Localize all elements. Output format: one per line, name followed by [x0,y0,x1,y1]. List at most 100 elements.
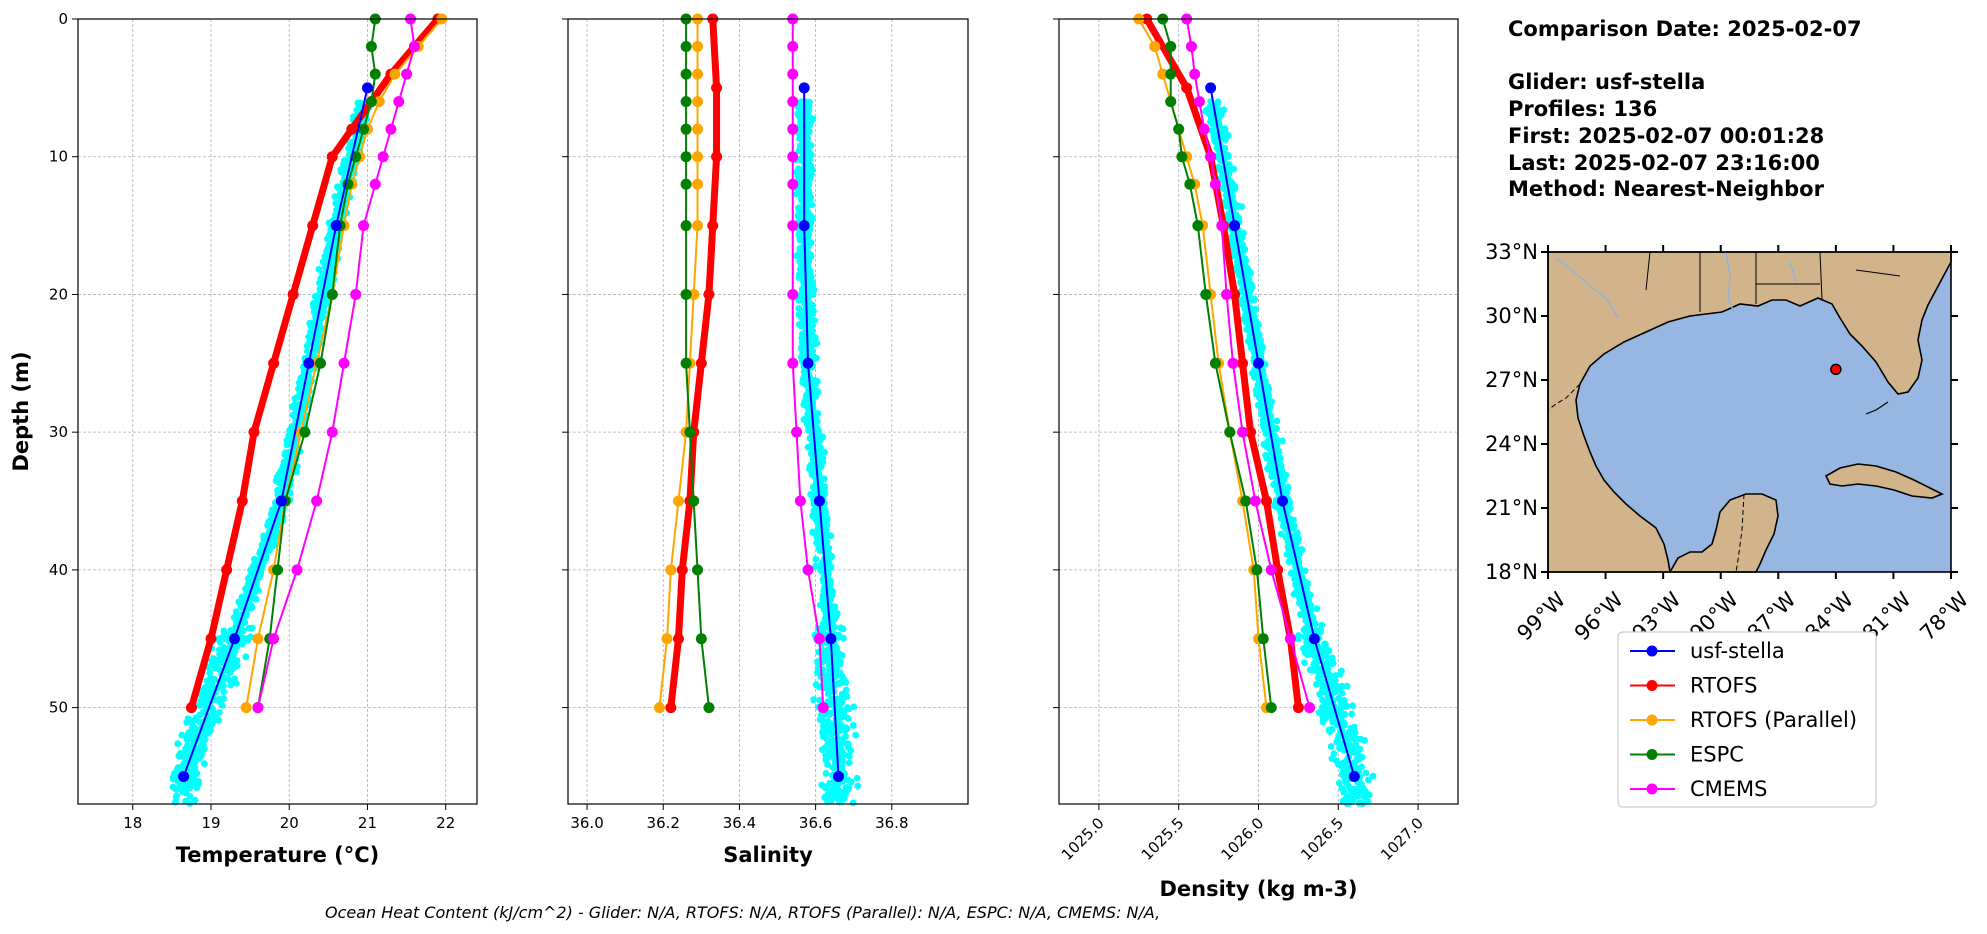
series-point [787,96,799,108]
glider-scatter-point [1350,785,1358,793]
series-point [1229,220,1241,232]
grid-lines [568,18,968,804]
series-point [1265,702,1277,714]
glider-scatter-point [1228,233,1236,240]
glider-scatter-point [822,756,830,764]
series-point [707,220,719,232]
glider-scatter-point [1364,776,1372,784]
series-point [1257,633,1269,645]
series-point [1184,178,1196,190]
series-line [188,16,441,709]
series-point [307,220,319,232]
series-point [1251,564,1263,576]
series-point [692,151,704,163]
series-point [1237,426,1249,438]
glider-scatter-point [814,669,821,677]
plot-frame [567,18,969,805]
glider-scatter-point [295,379,303,387]
glider-scatter-point [796,205,804,213]
glider-scatter-point [805,239,813,247]
glider-scatter-point [1369,772,1377,780]
glider-scatter-point [1257,341,1265,349]
glider-scatter-point [1304,651,1312,658]
glider-scatter-point [805,143,813,151]
info-line-last: Last: 2025-02-07 23:16:00 [1508,151,1820,175]
series-point [1227,357,1239,369]
glider-scatter-point [1343,682,1351,690]
series-point [692,96,704,108]
x-tick-label: 36.6 [799,814,832,832]
glider-scatter-point [199,692,207,700]
series-point [787,288,799,300]
series-point [252,702,264,714]
y-tick-label: 50 [49,699,68,717]
glider-scatter-point [1338,784,1346,792]
glider-scatter-point [1326,671,1334,679]
glider-scatter-point [1239,300,1246,308]
glider-scatter-point [812,562,819,570]
x-tick-label: 18 [123,814,142,832]
glider-location-marker [1830,363,1842,376]
glider-scatter-point [1290,525,1297,533]
series-point [248,426,260,438]
series-point [1253,357,1264,369]
glider-scatter-point [1301,567,1309,575]
legend-label: RTOFS (Parallel) [1690,708,1857,732]
series-point [692,68,704,80]
glider-scatter-point [1277,454,1284,462]
glider-scatter-point [829,764,837,772]
glider-scatter-point [833,666,841,673]
glider-scatter-point [795,304,803,312]
glider-scatter-point [1364,798,1372,805]
series-point [1193,96,1205,108]
glider-scatter-point [174,765,182,772]
glider-scatter-point [807,291,815,299]
glider-scatter-point [1293,529,1301,537]
series-point [291,564,303,576]
glider-scatter-point [1325,647,1333,655]
glider-scatter-point [840,712,848,720]
legend-swatch-marker [1646,680,1658,691]
glider-scatter-point [1239,248,1247,256]
glider-scatter-point [828,751,836,759]
glider-scatter-point [211,713,219,721]
glider-scatter-point [822,784,830,792]
glider-scatter-point [1319,696,1326,704]
series-point [1176,151,1188,163]
glider-scatter-point [1231,251,1238,258]
glider-scatter-point [225,667,232,675]
series-point [315,357,327,369]
glider-scatter-point [1302,616,1310,624]
series-point [798,220,810,232]
glider-scatter-point [230,661,238,668]
glider-scatter-point [279,463,287,470]
glider-scatter-point [811,379,819,387]
info-line-profiles: Profiles: 136 [1508,97,1657,121]
legend-label: RTOFS [1690,674,1757,698]
series-point [346,123,358,135]
series-point [692,564,704,576]
glider-scatter-point [1336,707,1344,714]
series-point [1237,357,1249,369]
glider-scatter-point [199,708,207,716]
x-tick-label: 1026.5 [1297,814,1347,864]
glider-scatter-point [795,165,802,173]
series-point [711,82,723,94]
glider-scatter-point [806,175,814,183]
glider-scatter-point [1253,386,1261,394]
glider-scatter-point [837,796,844,804]
glider-scatter-point [803,382,811,389]
glider-scatter-point [1352,746,1360,754]
series-point [684,426,696,438]
glider-scatter-point [831,615,838,623]
y-tick-label: 10 [49,148,68,166]
series-point [787,123,799,135]
series-point [1221,288,1233,300]
glider-scatter-point [807,214,814,222]
density-panel: 1025.0 1025.5 1026.0 1026.5 1027.0 Density (k… [1053,13,1459,901]
glider-scatter-point [829,728,837,736]
glider-scatter-point [804,410,812,418]
glider-scatter-point [1359,784,1367,792]
glider-scatter-point [217,699,225,707]
glider-scatter-point [809,279,816,287]
